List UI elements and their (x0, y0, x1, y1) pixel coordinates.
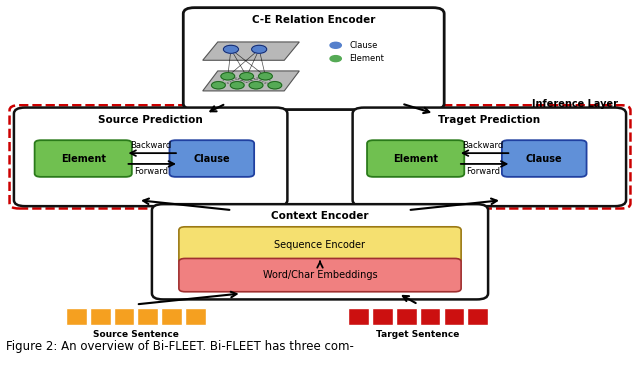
FancyBboxPatch shape (502, 140, 587, 177)
FancyBboxPatch shape (185, 308, 206, 325)
Text: Element: Element (61, 153, 106, 164)
FancyBboxPatch shape (396, 308, 417, 325)
Text: Clause: Clause (526, 153, 563, 164)
FancyBboxPatch shape (90, 308, 111, 325)
FancyBboxPatch shape (372, 308, 393, 325)
Polygon shape (203, 42, 300, 60)
FancyBboxPatch shape (14, 108, 287, 206)
FancyBboxPatch shape (161, 308, 182, 325)
Text: Backward: Backward (130, 141, 172, 150)
Text: Figure 2: An overview of Bi-FLEET. Bi-FLEET has three com-: Figure 2: An overview of Bi-FLEET. Bi-FL… (6, 340, 355, 353)
Circle shape (223, 45, 239, 53)
Circle shape (230, 82, 244, 89)
Circle shape (330, 42, 341, 48)
Text: Word/Char Embeddings: Word/Char Embeddings (262, 270, 378, 280)
FancyBboxPatch shape (170, 140, 254, 177)
Circle shape (252, 45, 267, 53)
FancyBboxPatch shape (183, 8, 444, 109)
Circle shape (249, 82, 263, 89)
FancyBboxPatch shape (179, 258, 461, 292)
Text: Inference Layer: Inference Layer (532, 98, 618, 109)
Circle shape (240, 72, 253, 80)
Text: Forward: Forward (466, 167, 500, 176)
Text: Element: Element (393, 153, 438, 164)
FancyBboxPatch shape (420, 308, 440, 325)
Polygon shape (203, 71, 300, 91)
FancyBboxPatch shape (114, 308, 134, 325)
FancyBboxPatch shape (179, 227, 461, 264)
FancyBboxPatch shape (353, 108, 626, 206)
Circle shape (221, 72, 235, 80)
FancyBboxPatch shape (35, 140, 132, 177)
FancyBboxPatch shape (138, 308, 158, 325)
Text: Forward: Forward (134, 167, 168, 176)
FancyBboxPatch shape (444, 308, 464, 325)
Text: Source Sentence: Source Sentence (93, 330, 179, 339)
Text: Context Encoder: Context Encoder (271, 211, 369, 221)
Circle shape (268, 82, 282, 89)
FancyBboxPatch shape (467, 308, 488, 325)
Text: Target Sentence: Target Sentence (376, 330, 460, 339)
FancyBboxPatch shape (66, 308, 86, 325)
Text: Clause: Clause (193, 153, 230, 164)
FancyBboxPatch shape (348, 308, 369, 325)
Text: Clause: Clause (349, 41, 378, 50)
Circle shape (259, 72, 273, 80)
Circle shape (330, 56, 341, 61)
Text: Traget Prediction: Traget Prediction (438, 115, 540, 124)
Text: C-E Relation Encoder: C-E Relation Encoder (252, 15, 376, 25)
FancyBboxPatch shape (367, 140, 464, 177)
Text: Sequence Encoder: Sequence Encoder (275, 240, 365, 250)
FancyBboxPatch shape (152, 204, 488, 299)
Text: Backward: Backward (463, 141, 504, 150)
Circle shape (211, 82, 225, 89)
Text: Source Prediction: Source Prediction (99, 115, 203, 124)
Text: Element: Element (349, 54, 385, 63)
